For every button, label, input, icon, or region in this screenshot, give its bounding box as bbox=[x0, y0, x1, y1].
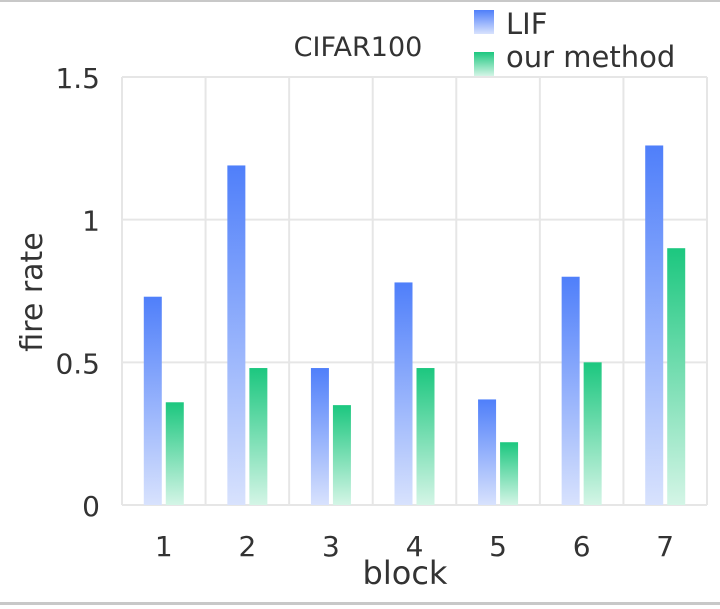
y-tick-label: 1 bbox=[82, 205, 100, 238]
bar-lif-block-4 bbox=[394, 282, 413, 505]
bar-our-method-block-4 bbox=[416, 368, 435, 505]
bar-lif-block-2 bbox=[227, 165, 246, 505]
grid bbox=[121, 76, 708, 506]
bar-lif-block-5 bbox=[478, 399, 497, 505]
bar-our-method-block-3 bbox=[332, 405, 351, 505]
legend-swatch-our-method bbox=[474, 52, 494, 76]
top-border bbox=[0, 0, 720, 2]
bar-our-method-block-5 bbox=[500, 442, 519, 505]
x-tick-label: 7 bbox=[656, 530, 674, 563]
chart-title: CIFAR100 bbox=[294, 32, 423, 63]
bar-lif-block-7 bbox=[645, 145, 664, 506]
legend-label-lif: LIF bbox=[506, 7, 547, 41]
y-tick-label: 0.5 bbox=[55, 347, 100, 380]
legend-swatch-lif bbox=[474, 10, 494, 34]
x-tick-label: 2 bbox=[238, 530, 256, 563]
x-tick-label: 6 bbox=[573, 530, 591, 563]
x-axis-label: block bbox=[363, 554, 448, 592]
x-ticks: 1 2 3 4 5 6 7 bbox=[155, 530, 674, 563]
y-axis-label: fire rate bbox=[15, 232, 50, 352]
bar-lif-block-6 bbox=[561, 276, 580, 505]
bottom-border bbox=[0, 602, 720, 605]
bars bbox=[143, 145, 686, 506]
y-tick-label: 0 bbox=[82, 490, 100, 523]
bar-our-method-block-7 bbox=[667, 248, 686, 505]
y-tick-label: 1.5 bbox=[55, 62, 100, 95]
bar-lif-block-1 bbox=[143, 296, 162, 505]
bar-our-method-block-1 bbox=[165, 402, 184, 505]
legend-label-our-method: our method bbox=[506, 40, 675, 74]
x-tick-label: 3 bbox=[322, 530, 340, 563]
x-tick-label: 5 bbox=[489, 530, 507, 563]
bar-our-method-block-6 bbox=[583, 362, 602, 505]
bar-our-method-block-2 bbox=[249, 368, 268, 505]
y-ticks: 0 0.5 1 1.5 bbox=[55, 62, 100, 523]
legend: LIF our method bbox=[474, 7, 675, 76]
x-tick-label: 4 bbox=[406, 530, 424, 563]
bar-lif-block-3 bbox=[310, 368, 329, 505]
x-tick-label: 1 bbox=[155, 530, 173, 563]
